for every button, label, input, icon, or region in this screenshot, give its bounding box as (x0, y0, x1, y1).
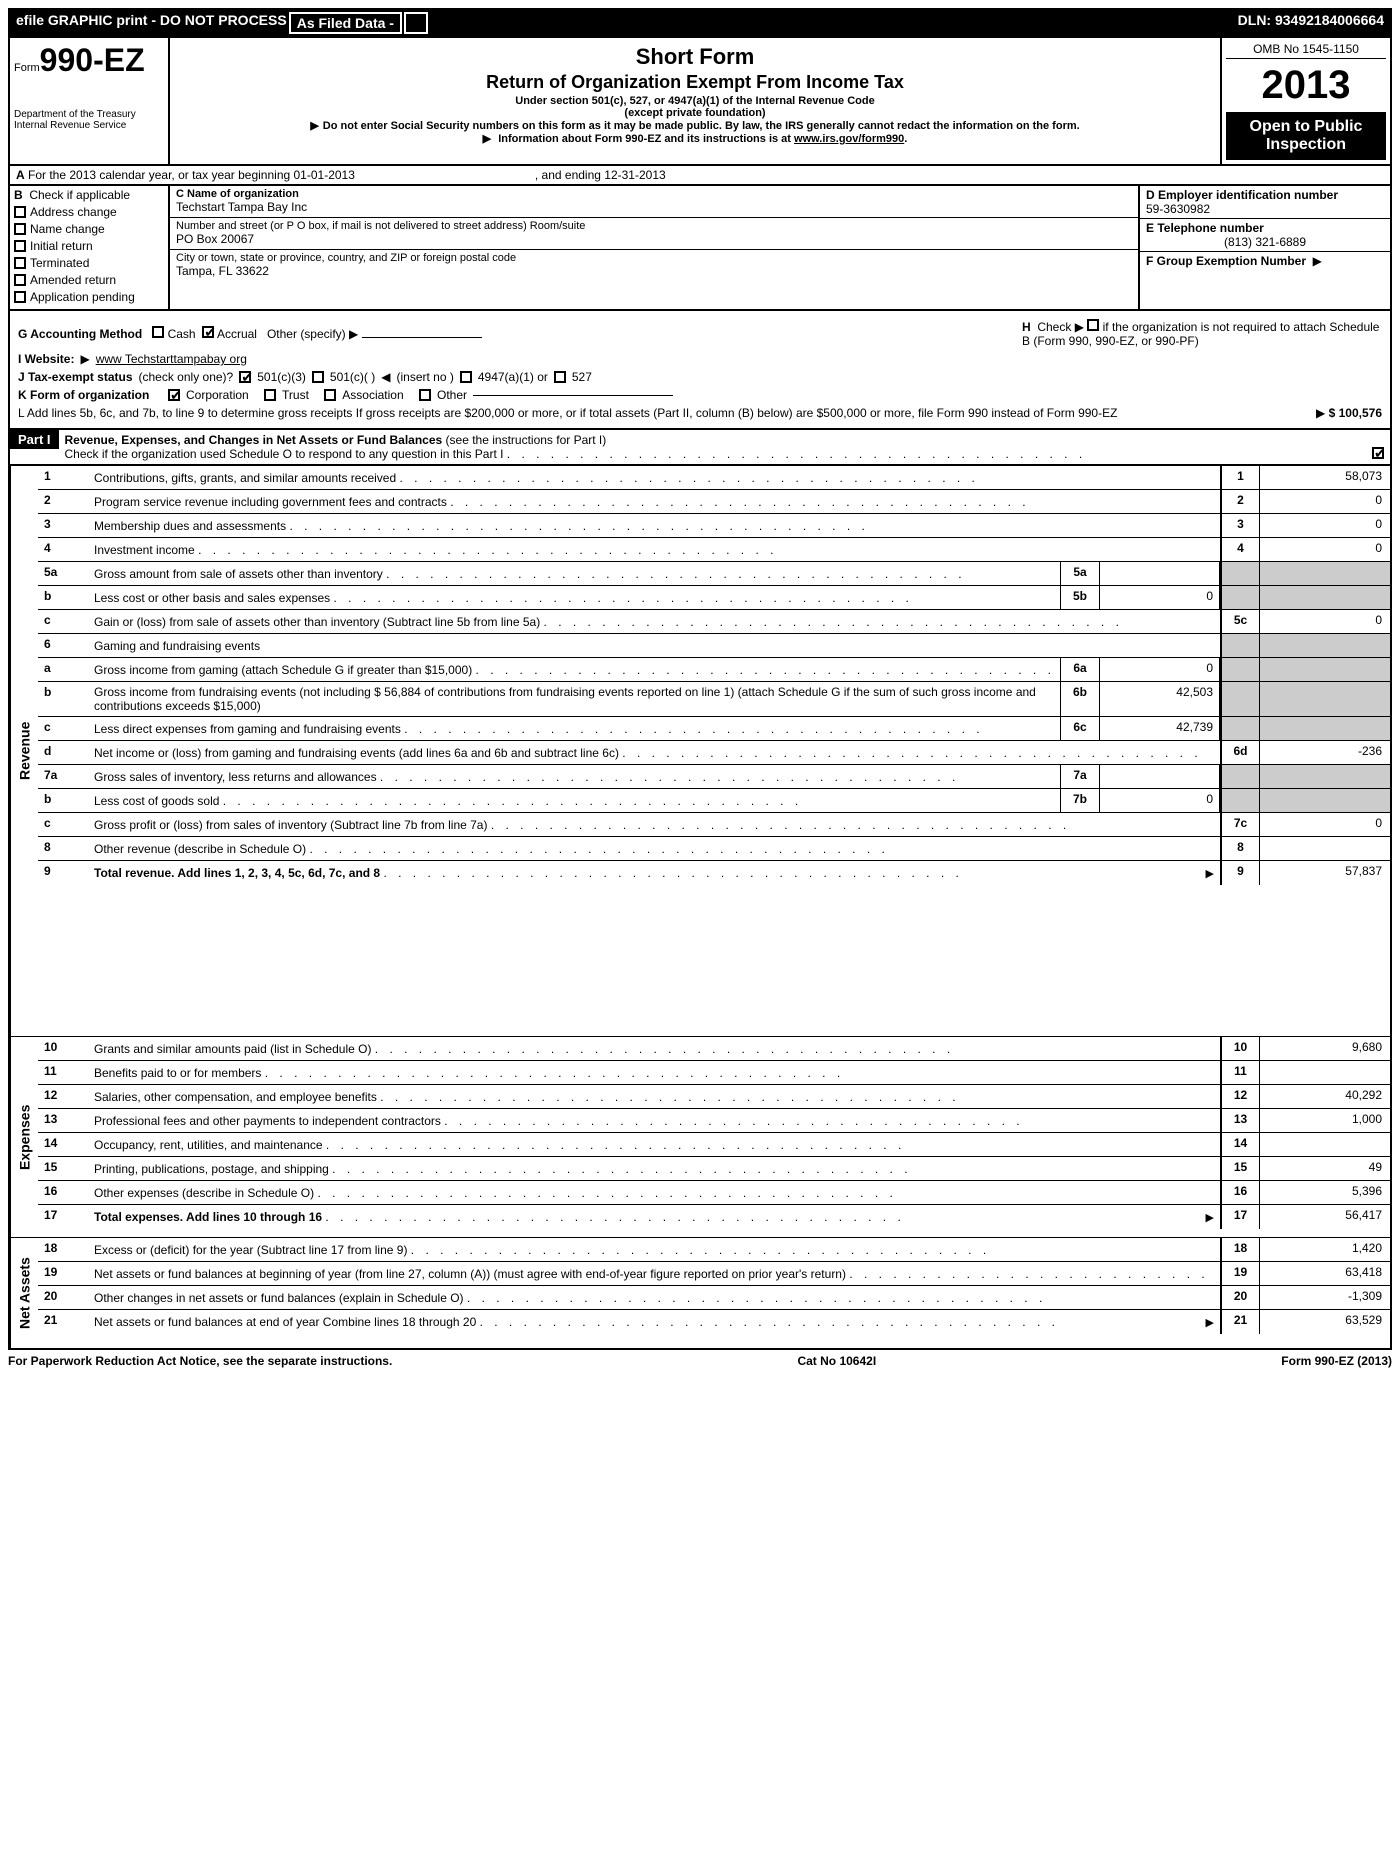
k-trust-checkbox[interactable] (264, 389, 276, 401)
part1-header: Part I Revenue, Expenses, and Changes in… (8, 430, 1392, 466)
table-row: 4Investment income 40 (38, 538, 1390, 562)
j-4947-checkbox[interactable] (460, 371, 472, 383)
table-row: 12Salaries, other compensation, and empl… (38, 1085, 1390, 1109)
table-row: cGain or (loss) from sale of assets othe… (38, 610, 1390, 634)
table-row: bGross income from fundraising events (n… (38, 682, 1390, 717)
topbar-left1: efile GRAPHIC print - DO NOT PROCESS (16, 12, 287, 34)
b-checkbox[interactable] (14, 274, 26, 286)
part1-table: Revenue 1Contributions, gifts, grants, a… (8, 466, 1392, 1350)
h-checkbox[interactable] (1087, 319, 1099, 331)
topbar-left2: As Filed Data - (289, 12, 402, 34)
table-row: 20Other changes in net assets or fund ba… (38, 1286, 1390, 1310)
table-row: 5aGross amount from sale of assets other… (38, 562, 1390, 586)
header-left: Form990-EZ Department of the Treasury In… (10, 38, 170, 164)
table-row: 17Total expenses. Add lines 10 through 1… (38, 1205, 1390, 1229)
header-mid: Short Form Return of Organization Exempt… (170, 38, 1220, 164)
table-row: 1Contributions, gifts, grants, and simil… (38, 466, 1390, 490)
table-row: aGross income from gaming (attach Schedu… (38, 658, 1390, 682)
table-row: 3Membership dues and assessments 30 (38, 514, 1390, 538)
header: Form990-EZ Department of the Treasury In… (8, 38, 1392, 166)
table-row: 9Total revenue. Add lines 1, 2, 3, 4, 5c… (38, 861, 1390, 885)
bullet1: Do not enter Social Security numbers on … (178, 119, 1212, 132)
cash-checkbox[interactable] (152, 326, 164, 338)
table-row: cLess direct expenses from gaming and fu… (38, 717, 1390, 741)
table-row: 18Excess or (deficit) for the year (Subt… (38, 1238, 1390, 1262)
netassets-label: Net Assets (10, 1238, 38, 1348)
title2: Return of Organization Exempt From Incom… (178, 72, 1212, 93)
table-row: 15Printing, publications, postage, and s… (38, 1157, 1390, 1181)
j-501c-checkbox[interactable] (312, 371, 324, 383)
k-corp-checkbox[interactable] (168, 389, 180, 401)
subtitle1: Under section 501(c), 527, or 4947(a)(1)… (178, 95, 1212, 107)
table-row: 14Occupancy, rent, utilities, and mainte… (38, 1133, 1390, 1157)
table-row: 13Professional fees and other payments t… (38, 1109, 1390, 1133)
lines-ghijkl: G Accounting Method Cash Accrual Other (… (8, 311, 1392, 430)
header-right: OMB No 1545-1150 2013 Open to Public Ins… (1220, 38, 1390, 164)
tax-year: 2013 (1226, 63, 1386, 108)
dept1: Department of the Treasury (14, 109, 164, 120)
j-527-checkbox[interactable] (554, 371, 566, 383)
table-row: 2Program service revenue including gover… (38, 490, 1390, 514)
table-row: dNet income or (loss) from gaming and fu… (38, 741, 1390, 765)
topbar-empty (404, 12, 428, 34)
k-assoc-checkbox[interactable] (324, 389, 336, 401)
table-row: bLess cost or other basis and sales expe… (38, 586, 1390, 610)
table-row: 19Net assets or fund balances at beginni… (38, 1262, 1390, 1286)
footer: For Paperwork Reduction Act Notice, see … (8, 1350, 1392, 1372)
table-row: 6Gaming and fundraising events (38, 634, 1390, 658)
line-a: A For the 2013 calendar year, or tax yea… (8, 166, 1392, 186)
section-bcdef: B Check if applicable Address changeName… (8, 186, 1392, 311)
j-501c3-checkbox[interactable] (239, 371, 251, 383)
form-number: 990-EZ (40, 42, 145, 78)
table-row: cGross profit or (loss) from sales of in… (38, 813, 1390, 837)
omb: OMB No 1545-1150 (1226, 42, 1386, 59)
b-checkbox[interactable] (14, 206, 26, 218)
b-checkbox[interactable] (14, 257, 26, 269)
col-c: C Name of organization Techstart Tampa B… (170, 186, 1140, 309)
table-row: 11Benefits paid to or for members 11 (38, 1061, 1390, 1085)
revenue-label: Revenue (10, 466, 38, 1036)
bullet2: Information about Form 990-EZ and its in… (178, 132, 1212, 145)
col-def: D Employer identification number 59-3630… (1140, 186, 1390, 309)
form-prefix: Form (14, 62, 40, 74)
col-b: B Check if applicable Address changeName… (10, 186, 170, 309)
part1-schedule-o-checkbox[interactable] (1372, 447, 1384, 459)
expenses-label: Expenses (10, 1037, 38, 1237)
k-other-checkbox[interactable] (419, 389, 431, 401)
b-checkbox[interactable] (14, 240, 26, 252)
open-public: Open to Public Inspection (1226, 112, 1386, 160)
title1: Short Form (178, 44, 1212, 70)
accrual-checkbox[interactable] (202, 326, 214, 338)
table-row: 21Net assets or fund balances at end of … (38, 1310, 1390, 1334)
subtitle2: (except private foundation) (178, 107, 1212, 119)
dept2: Internal Revenue Service (14, 120, 164, 131)
top-blackbar: efile GRAPHIC print - DO NOT PROCESS As … (8, 8, 1392, 38)
table-row: 10Grants and similar amounts paid (list … (38, 1037, 1390, 1061)
table-row: 7aGross sales of inventory, less returns… (38, 765, 1390, 789)
table-row: 8Other revenue (describe in Schedule O) … (38, 837, 1390, 861)
topbar-dln: DLN: 93492184006664 (1238, 12, 1384, 34)
table-row: 16Other expenses (describe in Schedule O… (38, 1181, 1390, 1205)
b-checkbox[interactable] (14, 291, 26, 303)
b-checkbox[interactable] (14, 223, 26, 235)
part1-label: Part I (10, 430, 59, 449)
table-row: bLess cost of goods sold 7b0 (38, 789, 1390, 813)
